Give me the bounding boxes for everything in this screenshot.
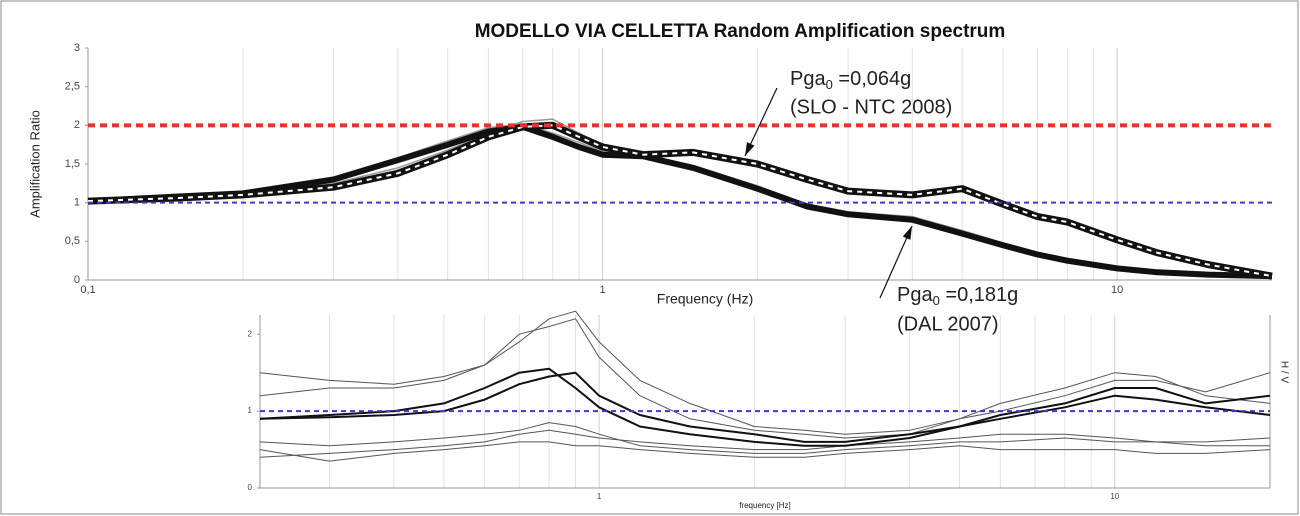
y-tick-label: 1 [248,406,253,415]
series-line [259,422,1270,454]
x-tick-label: 1 [599,284,605,296]
y-tick-label: 1 [74,197,80,209]
annotation: Pga0 =0,181g [897,284,1018,308]
y-tick-label: 0,5 [65,235,80,247]
x-tick-label: 10 [1111,284,1123,296]
series-line [259,441,1271,462]
y-tick-label: 0 [74,274,80,286]
annotations: Pga0 =0,064g (SLO - NTC 2008) Pga0 =0,18… [744,68,1018,335]
series-line [259,310,1271,435]
series-line [259,429,1271,458]
arrow-head [745,142,755,156]
annotation-text: =0,064g [833,68,911,90]
annotation-note: (DAL 2007) [897,313,999,335]
annotation: Pga0 =0,064g [790,68,911,92]
annotation-text: Pga [897,284,933,306]
y-tick-label: 2 [74,119,80,131]
annotation-note: (SLO - NTC 2008) [790,96,952,118]
series-line [87,123,1273,280]
annotation-subscript: 0 [933,293,940,308]
series-line-dash [87,124,1273,278]
x-tick-label: 1 [597,492,602,501]
x-tick-label: 10 [1110,492,1119,501]
y-tick-label: 3 [74,42,80,54]
y-tick-label: 0 [248,483,253,492]
series-line [259,367,1271,447]
plots: 0,1 1 10 0 0,5 1 1,5 2 2,5 3 1 10 0 1 2 [65,42,1273,501]
annotation-subscript: 0 [826,77,833,92]
chart-title: MODELLO VIA CELLETTA Random Amplificatio… [475,21,1006,42]
x-tick-label: 0,1 [80,284,95,296]
x-axis-label: frequency [Hz] [739,501,791,510]
y2-axis-label: H / V [1278,361,1289,384]
y-tick-label: 1,5 [65,158,80,170]
y-axis-label: Amplification Ratio [27,110,42,218]
x-axis-label: Frequency (Hz) [657,291,753,307]
series-line [259,371,1271,443]
y-tick-label: 2,5 [65,81,80,93]
y-tick-label: 2 [248,329,253,338]
annotation-text: Pga [790,68,826,90]
arrow-head [902,226,912,240]
series-line [259,318,1271,439]
annotation-text: =0,181g [940,284,1018,306]
